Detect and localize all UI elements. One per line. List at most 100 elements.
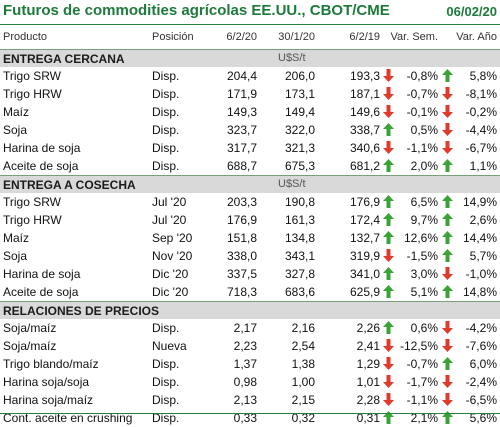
yearly-change: 14,8% [462,285,497,299]
price-previous-year: 338,7 [349,123,380,137]
weekly-change: -1,7% [406,375,438,389]
price-current: 171,9 [226,87,257,101]
section-title: RELACIONES DE PRECIOS [3,304,160,318]
table-row: Harina de soja Dic '20 337,5 327,8 341,0 3,0%… [0,265,500,283]
price-previous-week: 322,0 [284,123,315,137]
table-row: Harina soja/soja Disp. 0,98 1,00 1,01 -1,7% -2… [0,373,500,391]
arrow-down-icon [442,393,453,409]
position-cell: Dic '20 [152,267,189,281]
section-header: ENTREGA CERCANA U$S/t [0,49,500,67]
table-row: Soja Disp. 323,7 322,0 338,7 0,5% -4,4% [0,121,500,139]
arrow-down-icon [442,123,453,139]
position-cell: Nov '20 [152,249,193,263]
price-current: 176,9 [226,213,257,227]
product-name: Harina de soja [3,267,81,281]
position-cell: Disp. [152,69,180,83]
weekly-change: -1,5% [406,249,438,263]
weekly-change: 12,6% [403,231,438,245]
price-previous-year: 2,28 [356,393,380,407]
product-name: Soja [3,249,28,263]
position-cell: Disp. [152,159,180,173]
price-previous-week: 321,3 [284,141,315,155]
price-current: 151,8 [226,231,257,245]
price-previous-year: 681,2 [349,159,380,173]
arrow-up-icon [442,195,453,211]
price-previous-week: 173,1 [284,87,315,101]
yearly-change: -6,7% [465,141,497,155]
weekly-change: 2,0% [410,159,438,173]
weekly-change: 5,1% [410,285,438,299]
header-position: Posición [152,31,194,43]
price-previous-year: 2,41 [356,339,380,353]
yearly-change: -1,0% [465,267,497,281]
price-current: 688,7 [226,159,257,173]
weekly-change: -0,1% [406,105,438,119]
price-previous-year: 193,3 [349,69,380,83]
price-previous-week: 2,16 [291,321,315,335]
arrow-down-icon [442,375,453,391]
price-current: 337,5 [226,267,257,281]
position-cell: Disp. [152,123,180,137]
yearly-change: -8,1% [465,87,497,101]
arrow-down-icon [383,375,394,391]
price-previous-week: 1,38 [291,357,315,371]
weekly-change: -0,7% [406,87,438,101]
header-yearly-change: Var. Año [456,31,497,43]
arrow-up-icon [383,195,394,211]
arrow-up-icon [383,267,394,283]
weekly-change: 3,0% [410,267,438,281]
product-name: Trigo HRW [3,213,62,227]
price-previous-year: 341,0 [349,267,380,281]
bottom-divider [0,413,500,414]
yearly-change: -0,2% [465,105,497,119]
arrow-down-icon [383,357,394,373]
arrow-down-icon [383,69,394,85]
price-previous-week: 327,8 [284,267,315,281]
price-previous-year: 176,9 [349,195,380,209]
arrow-up-icon [442,249,453,265]
yearly-change: -2,4% [465,375,497,389]
arrow-up-icon [442,159,453,175]
table-row: Harina soja/maíz Disp. 2,13 2,15 2,28 -1,1% -6… [0,391,500,409]
weekly-change: -1,1% [406,141,438,155]
arrow-down-icon [383,393,394,409]
arrow-up-icon [383,285,394,301]
yearly-change: -7,6% [465,339,497,353]
report-title: Futuros de commodities agrícolas EE.UU.,… [3,2,390,19]
table-row: Trigo HRW Disp. 171,9 173,1 187,1 -0,7% -8,1% [0,85,500,103]
price-current: 0,98 [233,375,257,389]
table-row: Aceite de soja Dic '20 718,3 683,6 625,9 5,1%… [0,283,500,301]
section-header: ENTREGA A COSECHA U$S/t [0,175,500,193]
product-name: Soja [3,123,28,137]
yearly-change: -4,4% [465,123,497,137]
table-row: Soja Nov '20 338,0 343,1 319,9 -1,5% 5,7% [0,247,500,265]
price-previous-week: 206,0 [284,69,315,83]
section-unit: U$S/t [278,178,306,190]
product-name: Harina soja/soja [3,375,90,389]
price-previous-year: 625,9 [349,285,380,299]
weekly-change: -0,7% [406,357,438,371]
position-cell: Disp. [152,321,180,335]
price-previous-week: 683,6 [284,285,315,299]
price-previous-week: 2,15 [291,393,315,407]
yearly-change: -4,2% [465,321,497,335]
price-previous-week: 134,8 [284,231,315,245]
table-row: Trigo blando/maíz Disp. 1,37 1,38 1,29 -0,7% 6… [0,355,500,373]
title-divider [0,24,500,25]
product-name: Trigo SRW [3,195,62,209]
price-current: 2,13 [233,393,257,407]
weekly-change: -1,1% [406,393,438,407]
yearly-change: 14,9% [462,195,497,209]
arrow-down-icon [383,249,394,265]
arrow-up-icon [383,213,394,229]
product-name: Harina soja/maíz [3,393,94,407]
price-previous-year: 340,6 [349,141,380,155]
product-name: Trigo blando/maíz [3,357,99,371]
arrow-up-icon [383,321,394,337]
commodities-table: ENTREGA CERCANA U$S/t Trigo SRW Disp. 204,4 2… [0,49,500,427]
table-row: Maíz Sep '20 151,8 134,8 132,7 12,6% 14,4% [0,229,500,247]
product-name: Maíz [3,231,30,245]
arrow-up-icon [442,231,453,247]
price-previous-week: 2,54 [291,339,315,353]
price-previous-week: 1,00 [291,375,315,389]
